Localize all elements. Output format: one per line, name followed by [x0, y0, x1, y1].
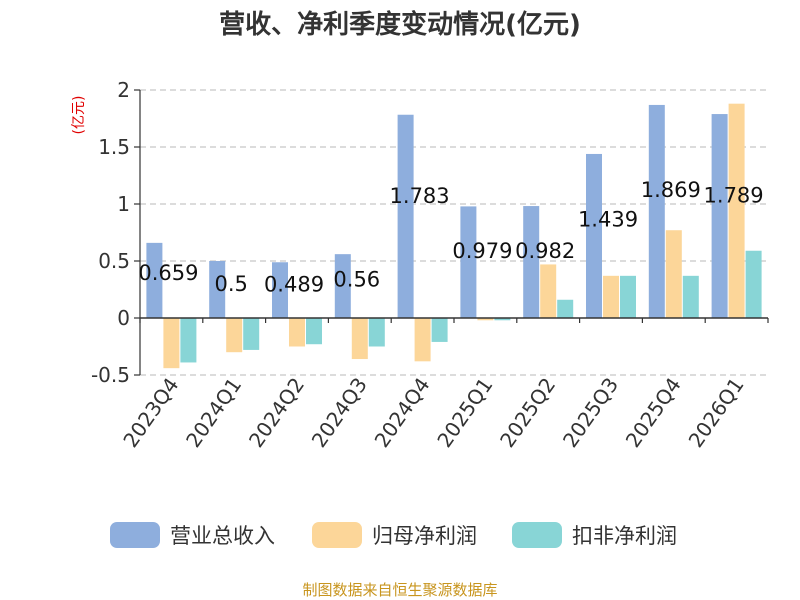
data-label-2025Q1: 0.979: [452, 239, 512, 263]
bar-series2-2023Q4: [163, 318, 180, 369]
bar-series3-2024Q2: [306, 318, 322, 345]
bar-series3-2025Q2: [557, 299, 574, 318]
bar-series2-2024Q1: [226, 318, 243, 353]
bar-series1-2025Q2: [523, 206, 540, 318]
bar-series1-2025Q4: [648, 104, 665, 319]
legend-swatch-2[interactable]: [312, 522, 362, 548]
legend: 营业总收入 归母净利润 扣非净利润: [110, 522, 677, 548]
y-tick-label: 1: [117, 192, 130, 216]
bar-series3-2025Q1: [494, 318, 511, 321]
bar-series3-2024Q3: [368, 318, 385, 347]
bar-series1-2023Q4: [146, 242, 163, 318]
legend-label-2[interactable]: 归母净利润: [372, 524, 477, 548]
bar-series2-2025Q3: [603, 275, 619, 318]
legend-label-1[interactable]: 营业总收入: [170, 524, 275, 548]
legend-swatch-3[interactable]: [512, 522, 562, 548]
x-tick-label-2024Q2: 2024Q2: [244, 373, 309, 452]
bar-series2-2026Q1: [728, 103, 745, 319]
bar-series1-2024Q2: [272, 262, 288, 318]
bar-series1-2025Q1: [460, 206, 477, 318]
x-tick-label-2024Q1: 2024Q1: [181, 373, 246, 452]
x-tick-label-2025Q2: 2025Q2: [495, 373, 560, 452]
chart-title: 营收、净利季度变动情况(亿元): [219, 9, 581, 40]
y-tick-label: 0.5: [98, 249, 130, 273]
x-tick-label-2026Q1: 2026Q1: [684, 373, 749, 452]
bar-series1-2025Q3: [586, 153, 602, 318]
bar-series3-2025Q3: [620, 275, 636, 318]
bar-series2-2025Q4: [665, 230, 682, 318]
bars: [146, 103, 762, 369]
data-label-2024Q1: 0.5: [214, 272, 247, 296]
data-labels: 0.659 0.5 0.489 0.56 1.783 0.979 0.9821.4391.8…: [138, 178, 763, 296]
y-tick-label: 2: [117, 78, 130, 102]
legend-swatch-1[interactable]: [110, 522, 160, 548]
x-tick-label-2025Q1: 2025Q1: [432, 373, 497, 452]
x-tick-label-2024Q4: 2024Q4: [370, 373, 435, 452]
data-label-2023Q4: 0.659: [138, 261, 198, 285]
bar-series1-2026Q1: [711, 114, 728, 318]
bar-series1-2024Q3: [334, 254, 351, 318]
bar-series3-2023Q4: [180, 318, 197, 363]
data-label-2025Q4: 1.869: [641, 178, 701, 202]
bar-series2-2025Q2: [540, 264, 557, 318]
data-label-2024Q2: 0.489: [264, 273, 324, 297]
bar-series1-2024Q1: [209, 261, 226, 318]
data-label-2024Q3: 0.56: [333, 268, 380, 292]
bar-series3-2026Q1: [745, 250, 762, 318]
bar-series2-2024Q2: [289, 318, 305, 347]
data-label-2024Q4: 1.783: [390, 184, 450, 208]
bar-series1-2024Q4: [397, 114, 414, 318]
y-tick-label: 0: [117, 306, 130, 330]
legend-label-3[interactable]: 扣非净利润: [572, 524, 677, 548]
bar-series3-2025Q4: [682, 275, 699, 318]
x-tick-label-2024Q3: 2024Q3: [307, 373, 372, 452]
bar-series2-2025Q1: [477, 318, 494, 321]
y-tick-label: 1.5: [98, 135, 130, 159]
y-tick-label: -0.5: [91, 363, 130, 387]
data-label-2025Q2: 0.982: [515, 239, 575, 263]
bar-series3-2024Q1: [243, 318, 260, 350]
x-tick-label-2025Q4: 2025Q4: [621, 373, 686, 452]
data-label-2025Q3: 1.439: [578, 208, 638, 232]
x-tick-label-2025Q3: 2025Q3: [558, 373, 623, 452]
source-note: 制图数据来自恒生聚源数据库: [302, 581, 497, 599]
bar-series3-2024Q4: [431, 318, 448, 342]
bar-series2-2024Q3: [351, 318, 368, 360]
y-axis-unit-label: (亿元): [71, 96, 87, 135]
data-label-2026Q1: 1.789: [704, 184, 764, 208]
bar-series2-2024Q4: [414, 318, 431, 362]
